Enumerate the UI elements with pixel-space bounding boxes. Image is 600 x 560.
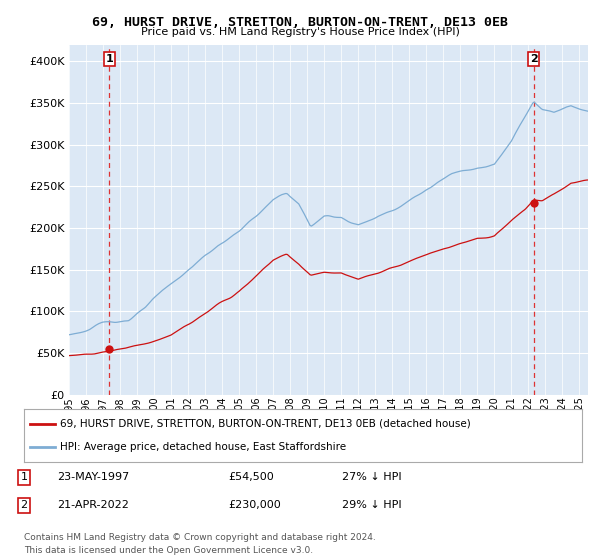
Text: 69, HURST DRIVE, STRETTON, BURTON-ON-TRENT, DE13 0EB (detached house): 69, HURST DRIVE, STRETTON, BURTON-ON-TRE… <box>60 419 471 429</box>
Text: 21-APR-2022: 21-APR-2022 <box>57 500 129 510</box>
Text: 2: 2 <box>20 500 28 510</box>
Text: HPI: Average price, detached house, East Staffordshire: HPI: Average price, detached house, East… <box>60 442 346 452</box>
Text: 23-MAY-1997: 23-MAY-1997 <box>57 472 129 482</box>
Text: 29% ↓ HPI: 29% ↓ HPI <box>342 500 401 510</box>
Text: 27% ↓ HPI: 27% ↓ HPI <box>342 472 401 482</box>
Text: 69, HURST DRIVE, STRETTON, BURTON-ON-TRENT, DE13 0EB: 69, HURST DRIVE, STRETTON, BURTON-ON-TRE… <box>92 16 508 29</box>
Text: 2: 2 <box>530 54 538 63</box>
Text: £230,000: £230,000 <box>228 500 281 510</box>
Text: £54,500: £54,500 <box>228 472 274 482</box>
Text: Price paid vs. HM Land Registry's House Price Index (HPI): Price paid vs. HM Land Registry's House … <box>140 27 460 37</box>
Text: This data is licensed under the Open Government Licence v3.0.: This data is licensed under the Open Gov… <box>24 546 313 555</box>
Text: 1: 1 <box>106 54 113 63</box>
Text: Contains HM Land Registry data © Crown copyright and database right 2024.: Contains HM Land Registry data © Crown c… <box>24 533 376 542</box>
Text: 1: 1 <box>20 472 28 482</box>
